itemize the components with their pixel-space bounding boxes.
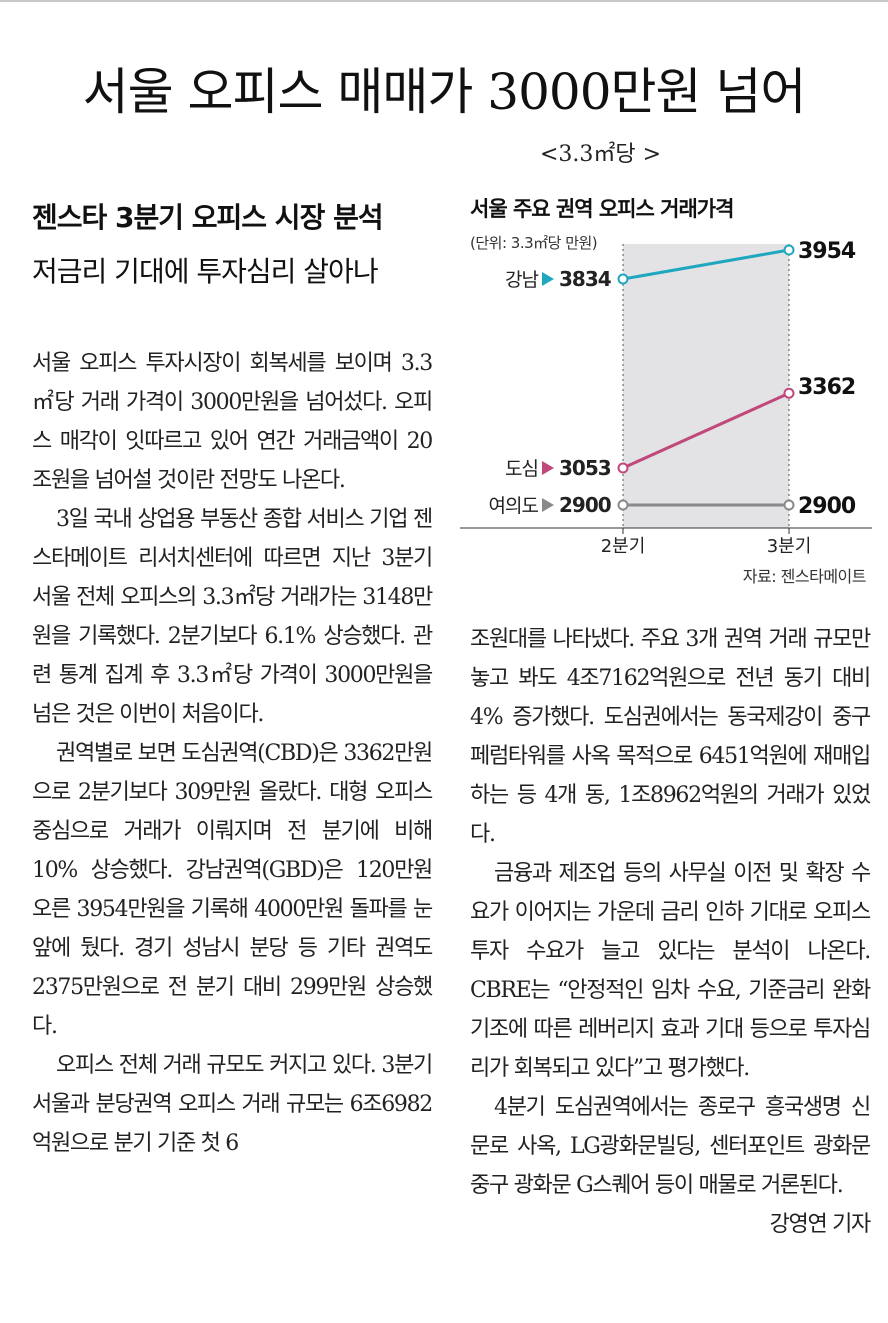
data-point <box>617 462 629 474</box>
shaded-band <box>623 244 789 528</box>
series-name: 도심 <box>505 458 538 480</box>
subheadline-primary: 젠스타 3분기 오피스 시장 분석 <box>32 201 384 234</box>
data-label-end: 3954 <box>798 239 856 264</box>
top-rule <box>0 0 888 2</box>
data-point <box>783 387 795 399</box>
series-marker-triangle <box>542 272 554 287</box>
article-paragraph: 서울 오피스 투자시장이 회복세를 보이며 3.3㎡당 거래 가격이 3000만… <box>32 351 433 493</box>
article-paragraph: 3일 국내 상업용 부동산 종합 서비스 기업 젠스타메이트 리서치센터에 따르… <box>32 507 433 727</box>
data-point <box>617 273 629 285</box>
line-chart: 2분기 3분기 강남 3834 3954 도심 3053 3362 여의도 2900 2900 <box>460 239 872 557</box>
data-point <box>617 499 629 511</box>
series-name: 여의도 <box>489 495 539 517</box>
data-point <box>783 499 795 511</box>
article-paragraph: 금융과 제조업 등의 사무실 이전 및 확장 수요가 이어지는 가운데 금리 인… <box>470 861 871 1081</box>
series-line-강남 <box>622 248 790 281</box>
headline: 서울 오피스 매매가 3000만원 넘어 <box>82 63 807 121</box>
article-column-right: 조원대를 나타냈다. 주요 3개 권역 거래 규모만 놓고 봐도 4조7162억… <box>470 620 871 1244</box>
data-label-start: 3834 <box>559 267 611 291</box>
data-label-start: 3053 <box>559 456 611 480</box>
series-marker-triangle <box>542 460 554 475</box>
x-tick-label: 3분기 <box>767 536 812 557</box>
subheadline-secondary: 저금리 기대에 투자심리 살아나 <box>32 255 379 288</box>
article-paragraph: 권역별로 보면 도심권역(CBD)은 3362만원으로 2분기보다 309만원 … <box>32 741 433 1039</box>
x-tick-label: 2분기 <box>601 536 646 557</box>
chart-unit: (단위: 3.3㎡당 만원) <box>470 234 598 252</box>
article-paragraph: 조원대를 나타냈다. 주요 3개 권역 거래 규모만 놓고 봐도 4조7162억… <box>470 627 871 847</box>
article-paragraph: 오피스 전체 거래 규모도 커지고 있다. 3분기 서울과 분당권역 오피스 거… <box>32 1053 433 1156</box>
chart-title: 서울 주요 권역 오피스 거래가격 <box>470 197 734 221</box>
series-marker-triangle <box>542 498 554 512</box>
data-label-start: 2900 <box>559 493 611 517</box>
article-paragraph: 4분기 도심권역에서는 종로구 흥국생명 신문로 사옥, LG광화문빌딩, 센터… <box>470 1088 871 1237</box>
unit-note: <3.3㎡당 > <box>540 142 662 167</box>
data-label-end: 3362 <box>798 375 855 400</box>
data-point <box>783 244 795 256</box>
chart-source: 자료: 젠스타메이트 <box>742 567 867 586</box>
byline: 강영연 기자 <box>769 1212 872 1237</box>
article-column-left: 서울 오피스 투자시장이 회복세를 보이며 3.3㎡당 거래 가격이 3000만… <box>32 344 433 1163</box>
series-line-도심 <box>622 391 790 470</box>
series-name: 강남 <box>505 269 538 291</box>
data-label-end: 2900 <box>798 494 856 519</box>
article-paragraph-text: 4분기 도심권역에서는 종로구 흥국생명 신문로 사옥, LG광화문빌딩, 센터… <box>470 1095 871 1198</box>
